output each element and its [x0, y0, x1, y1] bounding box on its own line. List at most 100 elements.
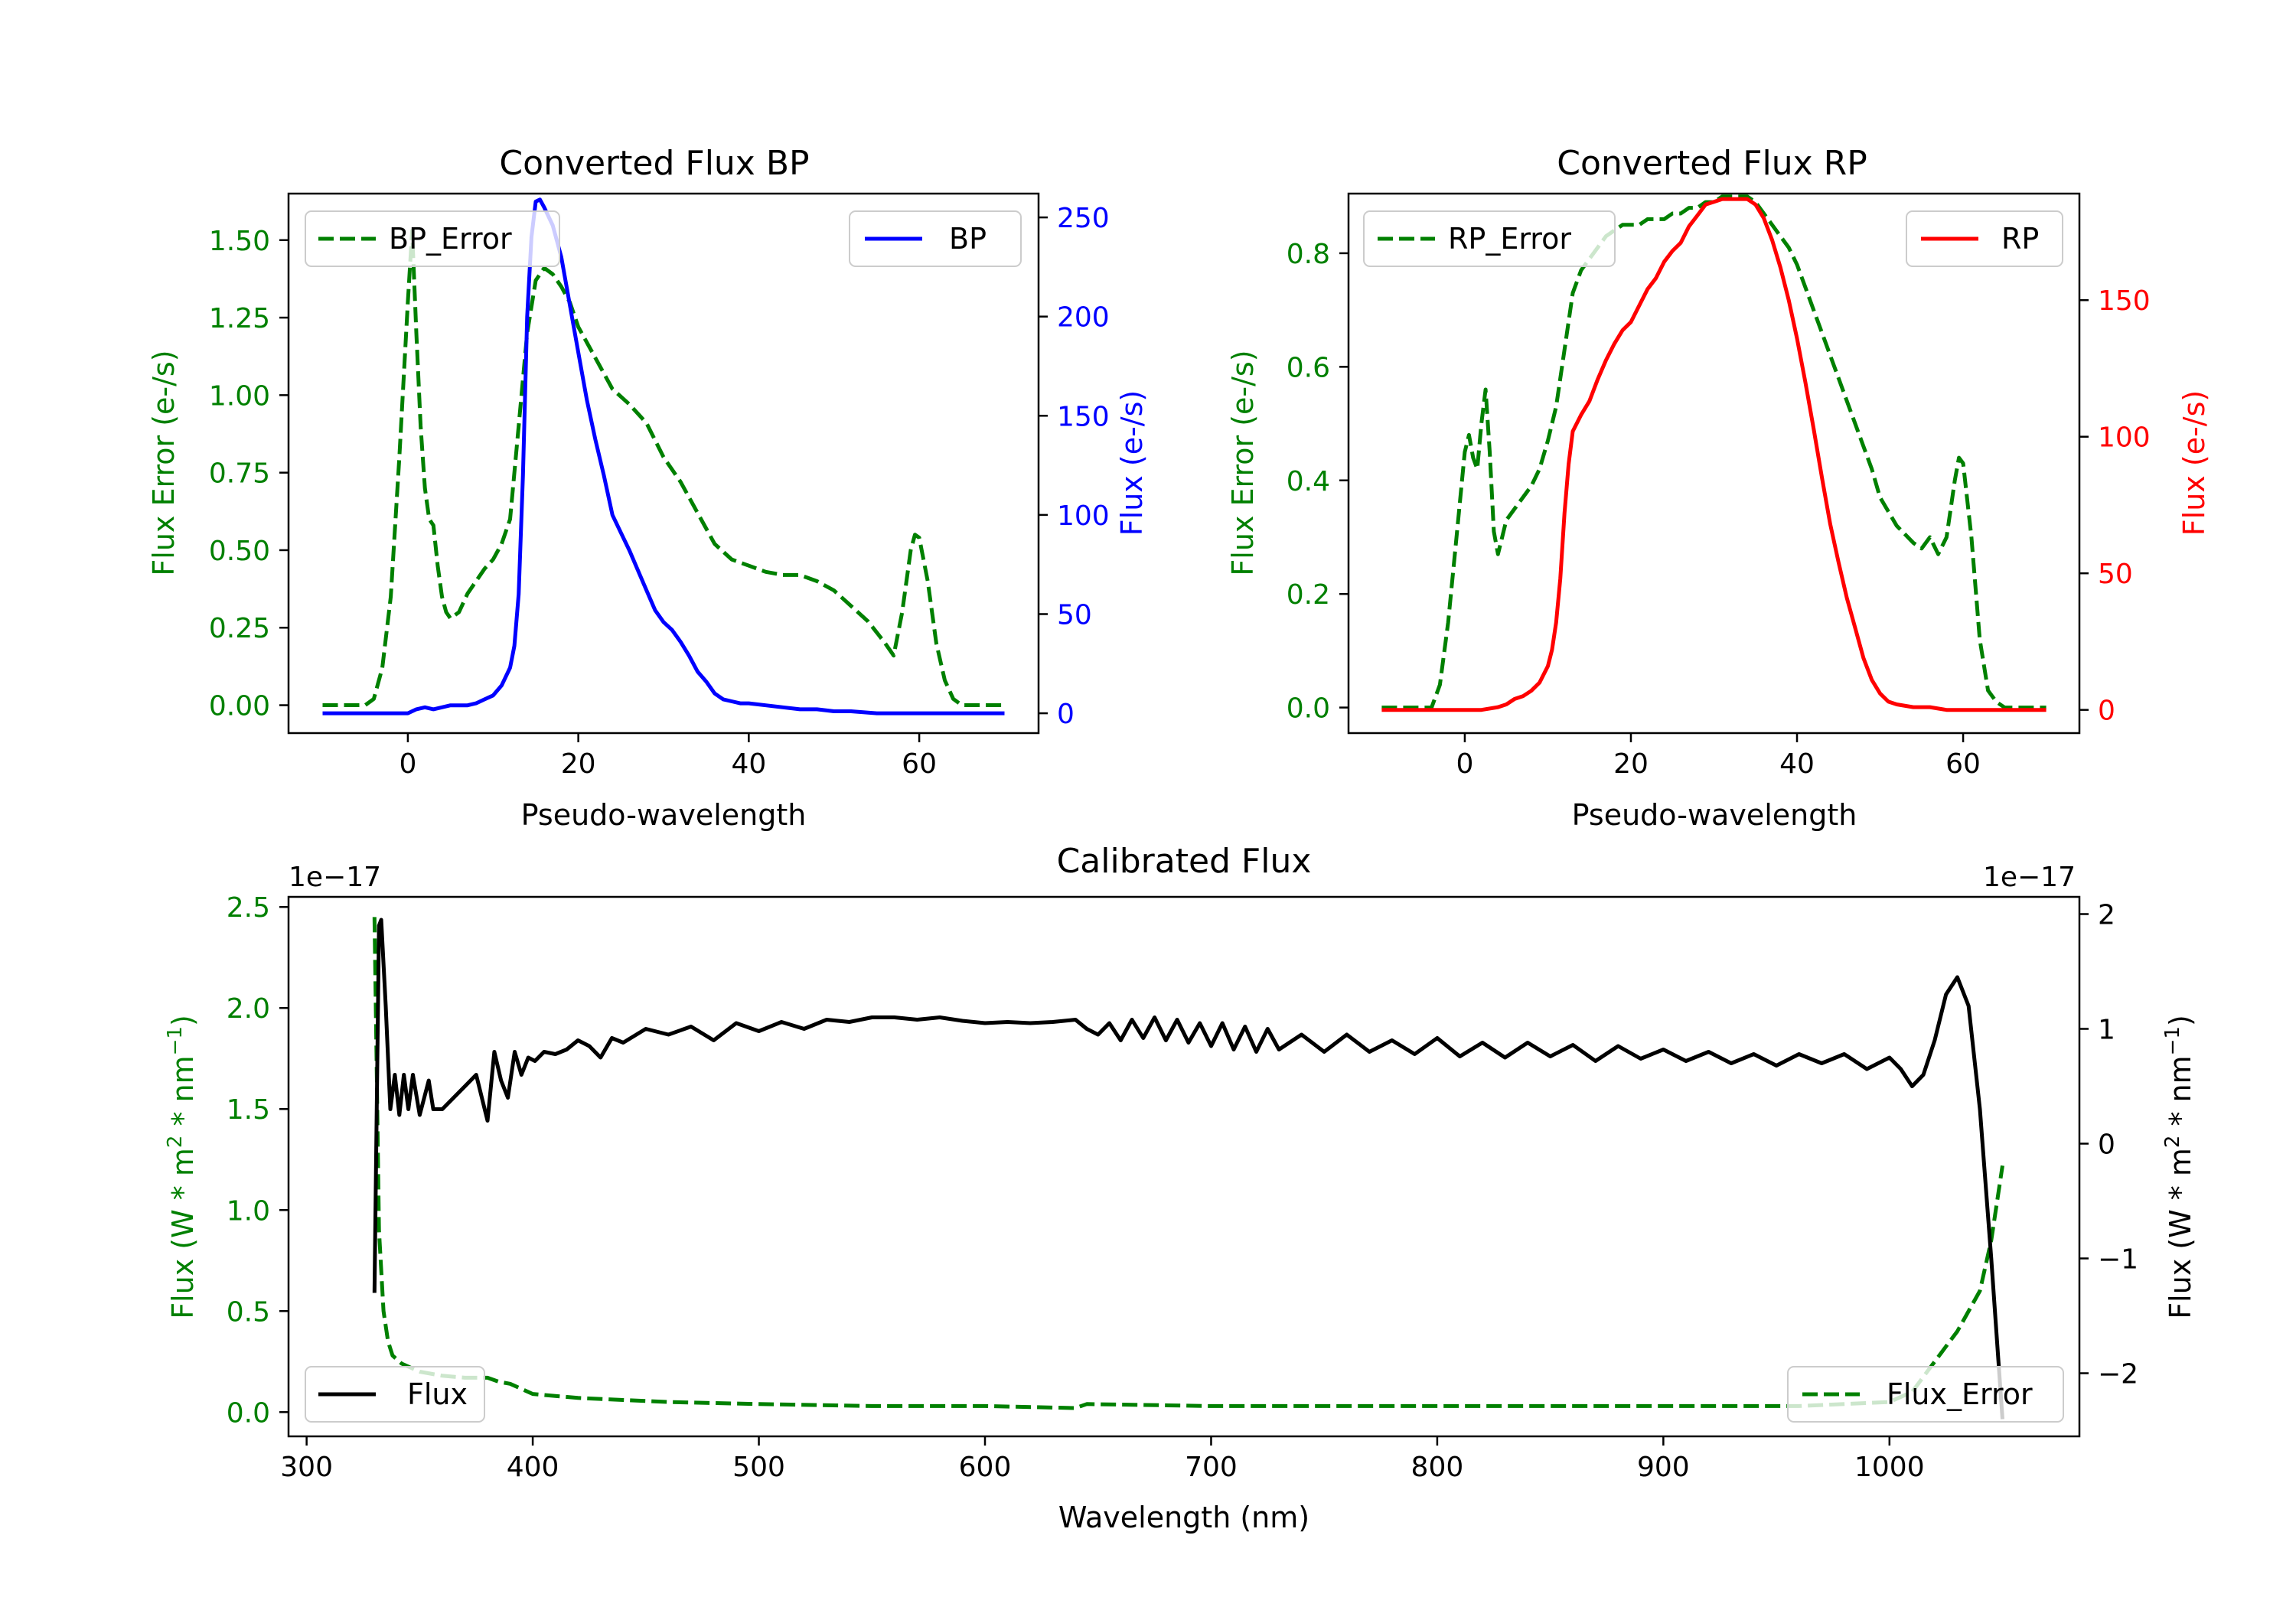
calibrated-panel: Calibrated Flux 300 400 500 600 700 800 900 100…: [164, 842, 2197, 1534]
rp-x-tick-label: 60: [1945, 748, 1981, 780]
calibrated-legend-error-box: [1787, 1366, 2064, 1423]
rp-x-axis: 0 20 40 60: [1456, 733, 1981, 780]
cal-x-tick-label: 400: [507, 1452, 559, 1483]
rp-x-axis-label: Pseudo-wavelength: [1572, 798, 1857, 832]
bp-legend-flux: BP: [849, 210, 1022, 267]
rp-right-tick-label: 0: [2098, 696, 2115, 727]
rp-right-tick-label: 100: [2098, 422, 2151, 454]
calibrated-x-axis-label: Wavelength (nm): [1058, 1501, 1309, 1534]
calibrated-left-offset: 1e−17: [289, 862, 381, 893]
cal-x-tick-label: 600: [959, 1452, 1012, 1483]
rp-right-tick-label: 50: [2098, 559, 2133, 590]
rp-left-tick-label: 0.6: [1287, 352, 1330, 383]
cal-right-tick-label: 0: [2098, 1129, 2115, 1161]
rp-left-tick-label: 0.0: [1287, 693, 1330, 725]
bp-legend-error-box: [305, 210, 560, 267]
calibrated-left-axis: 0.0 0.5 1.0 1.5 2.0 2.5: [227, 892, 289, 1429]
rp-left-tick-label: 0.2: [1287, 579, 1330, 611]
cal-left-tick-label: 2.5: [227, 892, 270, 924]
cal-right-tick-label: −1: [2098, 1244, 2138, 1276]
rp-series-rp-error-line: [1381, 194, 2047, 710]
bp-x-axis-label: Pseudo-wavelength: [521, 798, 807, 832]
bp-right-tick-label: 50: [1057, 599, 1092, 631]
bp-x-axis: 0 20 40 60: [399, 733, 937, 780]
bp-left-tick-label: 0.75: [209, 458, 270, 490]
cal-x-tick-label: 700: [1185, 1452, 1238, 1483]
bp-x-tick-label: 20: [561, 748, 596, 780]
calibrated-right-offset: 1e−17: [1983, 862, 2076, 893]
rp-x-tick-label: 0: [1456, 748, 1473, 780]
calibrated-right-axis-label: Flux (W * m2 * nm−1): [2161, 1015, 2197, 1319]
rp-error-layer: [1381, 194, 2047, 710]
bp-right-tick-label: 150: [1057, 401, 1110, 432]
cal-left-tick-label: 1.5: [227, 1094, 270, 1126]
rp-left-tick-label: 0.4: [1287, 466, 1330, 497]
rp-left-axis: 0.0 0.2 0.4 0.6 0.8: [1287, 239, 1349, 725]
bp-x-tick-label: 0: [399, 748, 416, 780]
bp-title: Converted Flux BP: [499, 144, 809, 183]
rp-left-axis-label: Flux Error (e-/s): [1226, 350, 1260, 575]
bp-left-axis-label: Flux Error (e-/s): [147, 350, 181, 575]
cal-left-tick-label: 0.5: [227, 1296, 270, 1328]
bp-left-tick-label: 0.00: [209, 691, 270, 722]
cal-x-tick-label: 800: [1411, 1452, 1464, 1483]
bp-left-tick-label: 1.25: [209, 303, 270, 334]
bp-x-tick-label: 40: [731, 748, 766, 780]
cal-left-tick-label: 2.0: [227, 993, 270, 1025]
bp-right-tick-label: 200: [1057, 302, 1110, 334]
rp-legend-error-label: RP_Error: [1448, 222, 1571, 256]
rp-axes-frame: [1347, 192, 2081, 735]
cal-series-flux-line: [372, 918, 2004, 1420]
rp-x-tick-label: 20: [1613, 748, 1649, 780]
cal-x-tick-label: 500: [732, 1452, 785, 1483]
bp-legend-error: BP_Error: [305, 210, 560, 267]
cal-x-tick-label: 900: [1637, 1452, 1690, 1483]
rp-right-axis-label: Flux (e-/s): [2177, 390, 2211, 536]
calibrated-right-axis: −2 −1 0 1 2: [2079, 900, 2138, 1390]
rp-flux-layer: [1381, 197, 2047, 712]
cal-right-tick-label: 1: [2098, 1015, 2115, 1046]
cal-left-tick-label: 0.0: [227, 1397, 270, 1429]
calibrated-legend-flux-box: [305, 1366, 485, 1423]
cal-right-tick-label: 2: [2098, 900, 2115, 931]
calibrated-legend-flux-label: Flux: [407, 1377, 468, 1411]
bp-right-axis: 0 50 100 150 200 250: [1039, 203, 1110, 730]
rp-legend-error-box: [1363, 210, 1616, 267]
rp-left-tick-label: 0.8: [1287, 239, 1330, 270]
cal-left-tick-label: 1.0: [227, 1195, 270, 1227]
rp-title: Converted Flux RP: [1557, 144, 1867, 183]
bp-left-tick-label: 0.25: [209, 613, 270, 644]
bp-legend-error-label: BP_Error: [389, 222, 512, 256]
cal-x-tick-label: 300: [280, 1452, 333, 1483]
bp-panel: Converted Flux BP 0 20 40 60 0.000.250.500.…: [147, 144, 1149, 832]
bp-legend-flux-label: BP: [949, 222, 987, 256]
rp-panel: Converted Flux RP 0 20 40 60 0.00.20.40.60.…: [1226, 144, 2211, 832]
rp-right-tick-label: 150: [2098, 285, 2151, 317]
rp-right-axis: 0 50 100 150: [2079, 285, 2151, 727]
bp-left-tick-label: 0.50: [209, 536, 270, 567]
bp-legend-flux-box: [849, 210, 1022, 267]
calibrated-legend-flux: Flux: [305, 1366, 485, 1423]
cal-x-tick-label: 1000: [1854, 1452, 1925, 1483]
bp-x-tick-label: 60: [902, 748, 937, 780]
calibrated-left-axis-label: Flux (W * m2 * nm−1): [164, 1015, 200, 1319]
bp-series-bp-line: [322, 197, 1005, 715]
rp-legend-flux-label: RP: [2001, 222, 2039, 256]
bp-left-tick-label: 1.50: [209, 226, 270, 257]
calibrated-legend-error: Flux_Error: [1787, 1366, 2064, 1423]
bp-right-tick-label: 250: [1057, 203, 1110, 234]
bp-flux-layer: [322, 197, 1005, 715]
cal-right-tick-label: −2: [2098, 1359, 2138, 1390]
calibrated-flux-layer: [372, 918, 2004, 1420]
calibrated-axes-frame: [287, 895, 2081, 1438]
rp-legend-error: RP_Error: [1363, 210, 1616, 267]
bp-right-axis-label: Flux (e-/s): [1115, 390, 1149, 536]
rp-series-rp-line: [1381, 197, 2047, 712]
bp-left-tick-label: 1.00: [209, 380, 270, 412]
bp-left-axis: 0.00 0.25 0.50 0.75 1.00 1.25 1.50: [209, 226, 289, 722]
rp-x-tick-label: 40: [1779, 748, 1815, 780]
bp-right-tick-label: 100: [1057, 500, 1110, 532]
calibrated-legend-error-label: Flux_Error: [1887, 1377, 2033, 1411]
rp-legend-flux-box: [1906, 210, 2063, 267]
